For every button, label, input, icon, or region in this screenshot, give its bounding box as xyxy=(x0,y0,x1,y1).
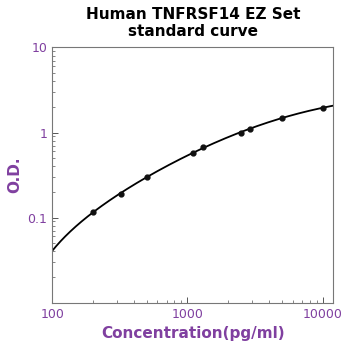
Y-axis label: O.D.: O.D. xyxy=(7,157,22,193)
X-axis label: Concentration(pg/ml): Concentration(pg/ml) xyxy=(101,326,285,341)
Title: Human TNFRSF14 EZ Set
standard curve: Human TNFRSF14 EZ Set standard curve xyxy=(86,7,300,39)
